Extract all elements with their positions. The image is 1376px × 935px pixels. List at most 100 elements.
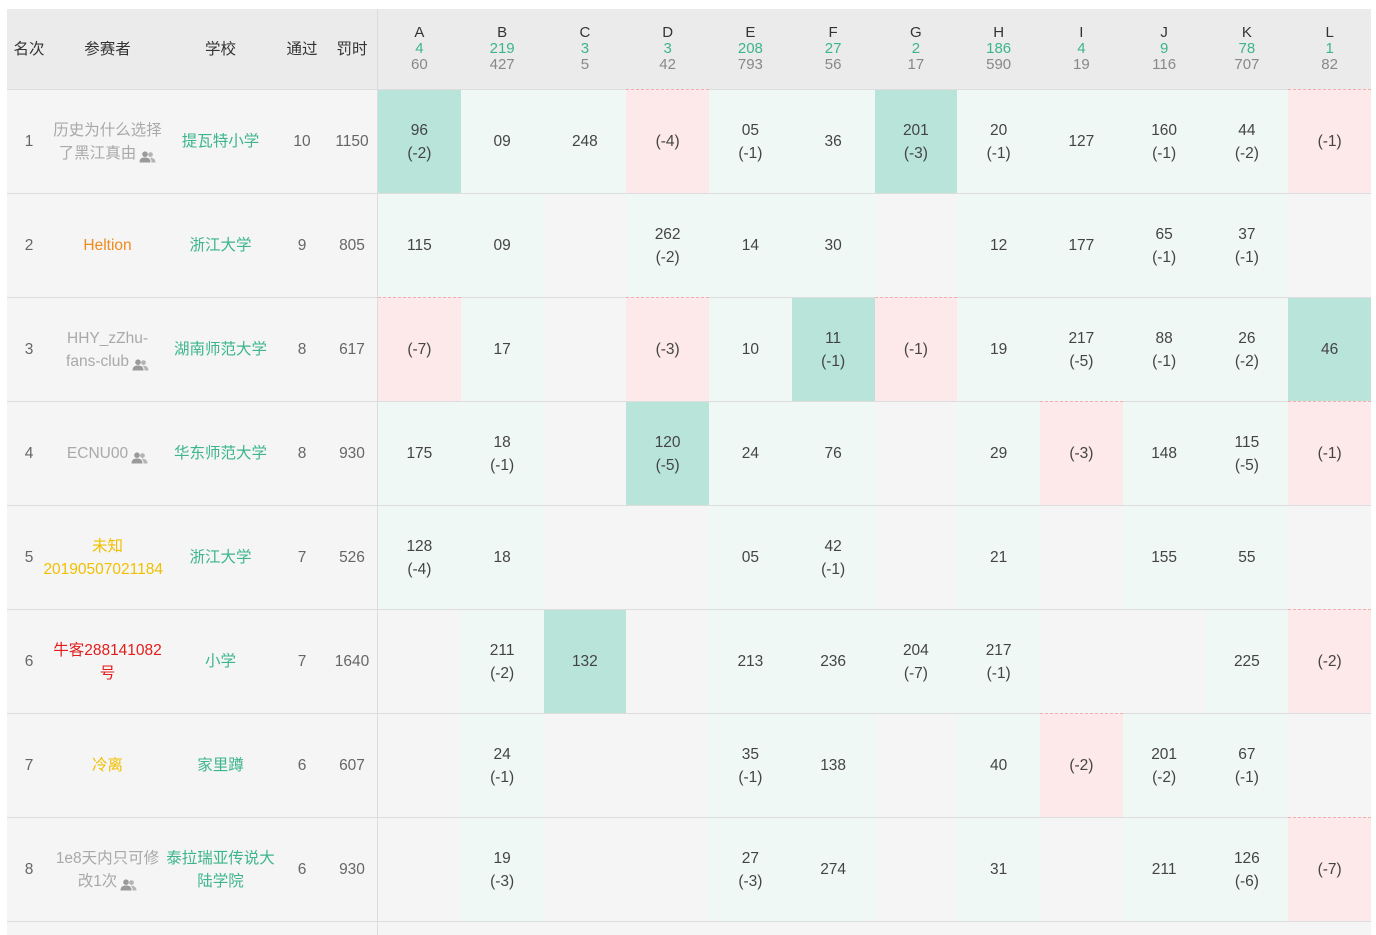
problem-cell-c[interactable] xyxy=(543,817,627,921)
problem-cell-i[interactable] xyxy=(1040,505,1123,609)
problem-cell-k[interactable]: 225 xyxy=(1205,609,1289,713)
problem-cell-j[interactable]: 160 (-1) xyxy=(1122,89,1206,193)
problem-cell-f[interactable]: 236 xyxy=(791,609,875,713)
header-problem-h[interactable]: H 186 590 xyxy=(957,9,1040,89)
problem-cell-h[interactable]: 217 (-1) xyxy=(957,609,1040,713)
problem-cell-b[interactable]: 09 xyxy=(460,89,544,193)
problem-cell-j[interactable]: 88 (-1) xyxy=(1122,297,1206,401)
header-problem-b[interactable]: B 219 427 xyxy=(460,9,544,89)
problem-cell-i[interactable]: (-3) xyxy=(1040,401,1123,505)
problem-cell-k[interactable]: 67 (-1) xyxy=(1205,713,1289,817)
problem-cell-d[interactable] xyxy=(626,609,709,713)
problem-cell-i[interactable]: 177 xyxy=(1040,193,1123,297)
problem-cell-b[interactable]: 17 xyxy=(460,297,544,401)
problem-cell-g[interactable]: 201 (-3) xyxy=(874,89,958,193)
problem-cell-b[interactable]: 18 xyxy=(460,505,544,609)
header-problem-i[interactable]: I 4 19 xyxy=(1040,9,1123,89)
problem-cell-g[interactable] xyxy=(874,505,958,609)
team-name[interactable]: 牛客288141082号 xyxy=(53,639,162,685)
problem-cell-c[interactable] xyxy=(543,193,627,297)
problem-cell-a[interactable] xyxy=(378,609,461,713)
problem-cell-l[interactable] xyxy=(1288,505,1371,609)
team-cell[interactable]: 未知201905070211845 xyxy=(43,505,172,609)
problem-cell-i[interactable]: 127 xyxy=(1040,89,1123,193)
problem-cell-k[interactable]: 44 (-2) xyxy=(1205,89,1289,193)
problem-cell-a[interactable]: 115 xyxy=(378,193,461,297)
problem-cell-b[interactable]: 24 (-1) xyxy=(460,713,544,817)
problem-cell-c[interactable] xyxy=(543,505,627,609)
problem-cell-k[interactable]: 55 xyxy=(1205,505,1289,609)
problem-cell-e[interactable]: 05 (-1) xyxy=(709,89,792,193)
problem-cell-f[interactable]: 36 xyxy=(791,89,875,193)
problem-cell-d[interactable]: 120 (-5) xyxy=(626,401,709,505)
problem-cell-i[interactable]: 217 (-5) xyxy=(1040,297,1123,401)
header-problem-e[interactable]: E 208 793 xyxy=(709,9,792,89)
problem-cell-a[interactable]: 128 (-4) xyxy=(378,505,461,609)
header-problem-d[interactable]: D 3 42 xyxy=(626,9,709,89)
team-name[interactable]: 历史为什么选择了黑江真由 xyxy=(53,119,162,165)
problem-cell-l[interactable] xyxy=(1288,193,1371,297)
problem-cell-h[interactable]: 12 xyxy=(957,193,1040,297)
problem-cell-h[interactable]: 31 xyxy=(957,817,1040,921)
problem-cell-f[interactable]: 42 (-1) xyxy=(791,505,875,609)
problem-cell-e[interactable]: 24 xyxy=(709,401,792,505)
problem-cell-l[interactable]: (-7) xyxy=(1288,817,1371,921)
problem-cell-c[interactable] xyxy=(543,713,627,817)
team-name[interactable]: Heltion xyxy=(83,234,131,257)
problem-cell-i[interactable]: (-2) xyxy=(1040,713,1123,817)
problem-cell-i[interactable] xyxy=(1040,609,1123,713)
problem-cell-l[interactable]: 46 xyxy=(1288,297,1371,401)
team-cell[interactable]: 牛客288141082号 xyxy=(51,609,164,713)
problem-cell-d[interactable] xyxy=(626,505,709,609)
problem-cell-d[interactable]: (-4) xyxy=(626,89,709,193)
problem-cell-g[interactable] xyxy=(874,193,958,297)
problem-cell-g[interactable] xyxy=(874,401,958,505)
problem-cell-h[interactable]: 20 (-1) xyxy=(957,89,1040,193)
problem-cell-g[interactable] xyxy=(874,713,958,817)
header-team[interactable]: 参赛者 xyxy=(51,9,164,89)
problem-cell-d[interactable]: (-3) xyxy=(626,297,709,401)
problem-cell-e[interactable]: 35 (-1) xyxy=(709,713,792,817)
problem-cell-e[interactable]: 213 xyxy=(709,609,792,713)
problem-cell-j[interactable] xyxy=(1122,609,1206,713)
problem-cell-k[interactable]: 26 (-2) xyxy=(1205,297,1289,401)
problem-cell-g[interactable]: (-1) xyxy=(874,297,958,401)
problem-cell-d[interactable] xyxy=(626,713,709,817)
problem-cell-c[interactable]: 132 xyxy=(543,609,627,713)
problem-cell-f[interactable]: 274 xyxy=(791,817,875,921)
problem-cell-b[interactable]: 211 (-2) xyxy=(460,609,544,713)
problem-cell-h[interactable]: 29 xyxy=(957,401,1040,505)
problem-cell-f[interactable]: 76 xyxy=(791,401,875,505)
problem-cell-l[interactable]: (-1) xyxy=(1288,401,1371,505)
team-cell[interactable]: 1e8天内只可修改1次 xyxy=(51,817,164,921)
header-problem-l[interactable]: L 1 82 xyxy=(1288,9,1371,89)
header-rank[interactable]: 名次 xyxy=(7,9,51,89)
problem-cell-k[interactable]: 37 (-1) xyxy=(1205,193,1289,297)
team-name[interactable]: 1e8天内只可修改1次 xyxy=(53,847,162,893)
header-problem-g[interactable]: G 2 17 xyxy=(874,9,958,89)
problem-cell-j[interactable]: 155 xyxy=(1122,505,1206,609)
problem-cell-a[interactable]: (-7) xyxy=(378,297,461,401)
problem-cell-j[interactable]: 201 (-2) xyxy=(1122,713,1206,817)
problem-cell-j[interactable]: 65 (-1) xyxy=(1122,193,1206,297)
problem-cell-i[interactable] xyxy=(1040,817,1123,921)
problem-cell-c[interactable] xyxy=(543,297,627,401)
problem-cell-e[interactable]: 10 xyxy=(709,297,792,401)
problem-cell-f[interactable]: 11 (-1) xyxy=(791,297,875,401)
problem-cell-a[interactable] xyxy=(378,713,461,817)
header-problem-a[interactable]: A 4 60 xyxy=(378,9,461,89)
problem-cell-l[interactable]: (-2) xyxy=(1288,609,1371,713)
problem-cell-k[interactable]: 126 (-6) xyxy=(1205,817,1289,921)
team-cell[interactable]: HHY_zZhu-fans-club xyxy=(51,297,164,401)
team-cell[interactable]: Heltion xyxy=(51,193,164,297)
problem-cell-a[interactable] xyxy=(378,817,461,921)
problem-cell-d[interactable] xyxy=(626,817,709,921)
problem-cell-b[interactable]: 09 xyxy=(460,193,544,297)
team-name[interactable]: HHY_zZhu-fans-club xyxy=(53,327,162,373)
problem-cell-c[interactable] xyxy=(543,401,627,505)
header-problem-k[interactable]: K 78 707 xyxy=(1205,9,1289,89)
problem-cell-a[interactable]: 175 xyxy=(378,401,461,505)
problem-cell-g[interactable]: 204 (-7) xyxy=(874,609,958,713)
problem-cell-b[interactable]: 19 (-3) xyxy=(460,817,544,921)
